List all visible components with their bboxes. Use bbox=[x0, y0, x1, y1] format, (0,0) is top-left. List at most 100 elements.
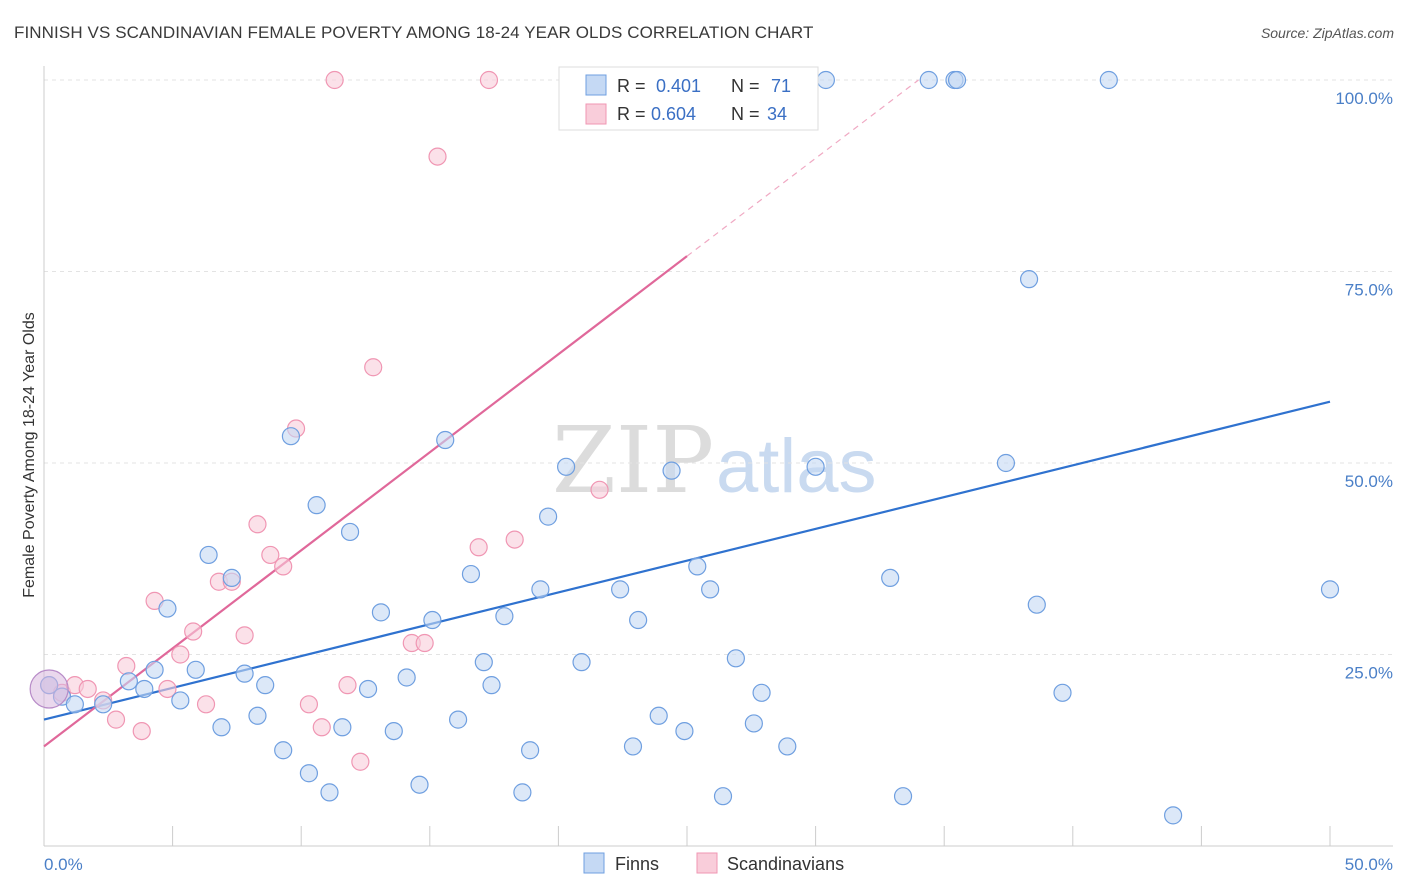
legend-r-label-scandinavians: R = bbox=[617, 104, 646, 124]
point-finns bbox=[171, 691, 190, 710]
x-tick-label: 50.0% bbox=[1345, 855, 1393, 874]
point-scandinavians bbox=[248, 515, 267, 534]
point-finns bbox=[145, 660, 164, 679]
point-finns bbox=[513, 783, 532, 802]
point-scandinavians bbox=[274, 557, 293, 576]
watermark-zip: ZIP bbox=[552, 407, 714, 514]
watermark-atlas: atlas bbox=[716, 424, 877, 509]
point-finns bbox=[461, 564, 481, 584]
legend-r-value-finns: 0.401 bbox=[656, 76, 701, 96]
point-finns bbox=[423, 610, 442, 630]
point-scandinavians bbox=[158, 679, 177, 699]
point-finns bbox=[307, 496, 326, 515]
point-finns bbox=[256, 676, 275, 695]
point-scandinavians bbox=[106, 710, 126, 729]
point-finns bbox=[65, 695, 84, 714]
point-finns bbox=[248, 706, 267, 725]
point-scandinavians bbox=[325, 70, 344, 90]
point-finns bbox=[1027, 595, 1046, 614]
point-scandinavians bbox=[117, 656, 136, 676]
gridlines bbox=[44, 79, 1393, 655]
point-scandinavians bbox=[428, 147, 447, 166]
point-finns bbox=[893, 787, 913, 806]
y-tick-label: 100.0% bbox=[1335, 89, 1393, 108]
point-finns bbox=[623, 737, 643, 756]
point-finns bbox=[881, 568, 900, 588]
point-finns bbox=[713, 787, 733, 806]
point-finns bbox=[358, 679, 378, 699]
point-finns bbox=[199, 545, 218, 565]
legend-n-value-finns: 71 bbox=[771, 76, 791, 96]
point-finns bbox=[919, 70, 938, 90]
series-legend-swatch-finns bbox=[583, 852, 605, 874]
point-scandinavians bbox=[312, 718, 331, 737]
point-finns bbox=[557, 457, 576, 476]
point-scandinavians bbox=[364, 358, 383, 377]
point-finns bbox=[996, 453, 1016, 473]
point-scandinavians bbox=[351, 752, 370, 771]
legend-n-label-scandinavians: N = bbox=[731, 104, 760, 124]
point-finns bbox=[281, 427, 301, 446]
point-finns bbox=[212, 718, 231, 737]
point-finns bbox=[119, 672, 138, 691]
legend-r-label-finns: R = bbox=[617, 76, 646, 96]
series-legend-label-scandinavians: Scandinavians bbox=[727, 854, 844, 874]
point-finns bbox=[474, 653, 493, 672]
y-tick-label: 50.0% bbox=[1345, 472, 1393, 491]
point-finns bbox=[274, 741, 293, 760]
trend-extension-scandinavians bbox=[686, 79, 919, 257]
point-finns bbox=[752, 683, 771, 702]
point-finns bbox=[521, 741, 540, 760]
point-finns bbox=[371, 603, 391, 622]
point-finns bbox=[186, 660, 205, 679]
point-finns bbox=[94, 695, 113, 714]
point-scandinavians bbox=[505, 530, 524, 549]
point-finns bbox=[688, 557, 707, 576]
legend-r-value-scandinavians: 0.604 bbox=[651, 104, 696, 124]
point-finns bbox=[744, 714, 763, 733]
point-scandinavians bbox=[299, 695, 319, 714]
point-finns bbox=[531, 580, 550, 599]
point-finns bbox=[235, 664, 254, 683]
point-finns bbox=[572, 653, 591, 672]
axes bbox=[43, 66, 1393, 847]
point-scandinavians bbox=[196, 695, 216, 714]
legend-swatch-scandinavians bbox=[585, 103, 607, 125]
point-finns bbox=[448, 710, 468, 729]
point-scandinavians bbox=[261, 545, 280, 565]
series-legend: Finns Scandinavians bbox=[583, 852, 844, 874]
x-tick-label: 0.0% bbox=[44, 855, 83, 874]
point-finns bbox=[158, 599, 177, 618]
chart-title: FINNISH VS SCANDINAVIAN FEMALE POVERTY A… bbox=[14, 23, 813, 42]
point-finns bbox=[947, 70, 967, 90]
legend-swatch-finns bbox=[585, 74, 607, 96]
point-scandinavians bbox=[479, 70, 499, 90]
point-scandinavians bbox=[184, 622, 203, 641]
chart-source: Source: ZipAtlas.com bbox=[1261, 25, 1394, 41]
point-scandinavians bbox=[235, 626, 254, 645]
point-finns bbox=[1053, 683, 1072, 702]
point-scandinavians bbox=[415, 633, 434, 653]
point-finns bbox=[611, 580, 630, 599]
point-finns bbox=[778, 737, 797, 756]
tick-labels: 25.0% 50.0% 75.0% 100.0% 0.0% 50.0% bbox=[44, 89, 1393, 874]
point-finns bbox=[436, 430, 455, 450]
point-finns bbox=[662, 461, 681, 480]
point-scandinavians bbox=[78, 679, 97, 699]
point-scandinavians bbox=[469, 538, 488, 557]
point-finns bbox=[649, 706, 668, 725]
point-finns bbox=[1019, 270, 1039, 289]
point-scandinavians bbox=[338, 676, 357, 695]
point-finns bbox=[1164, 806, 1183, 825]
point-finns bbox=[299, 764, 319, 783]
series-legend-swatch-scandinavians bbox=[696, 852, 718, 874]
stats-legend: R = 0.401 N = 71 R = 0.604 N = 34 bbox=[558, 66, 819, 131]
y-tick-label: 75.0% bbox=[1345, 281, 1393, 300]
series-legend-label-finns: Finns bbox=[615, 854, 659, 874]
point-finns bbox=[482, 676, 501, 695]
point-cluster bbox=[29, 669, 69, 709]
point-finns bbox=[397, 668, 416, 687]
point-scandinavians bbox=[132, 721, 151, 741]
legend-n-label-finns: N = bbox=[731, 76, 760, 96]
